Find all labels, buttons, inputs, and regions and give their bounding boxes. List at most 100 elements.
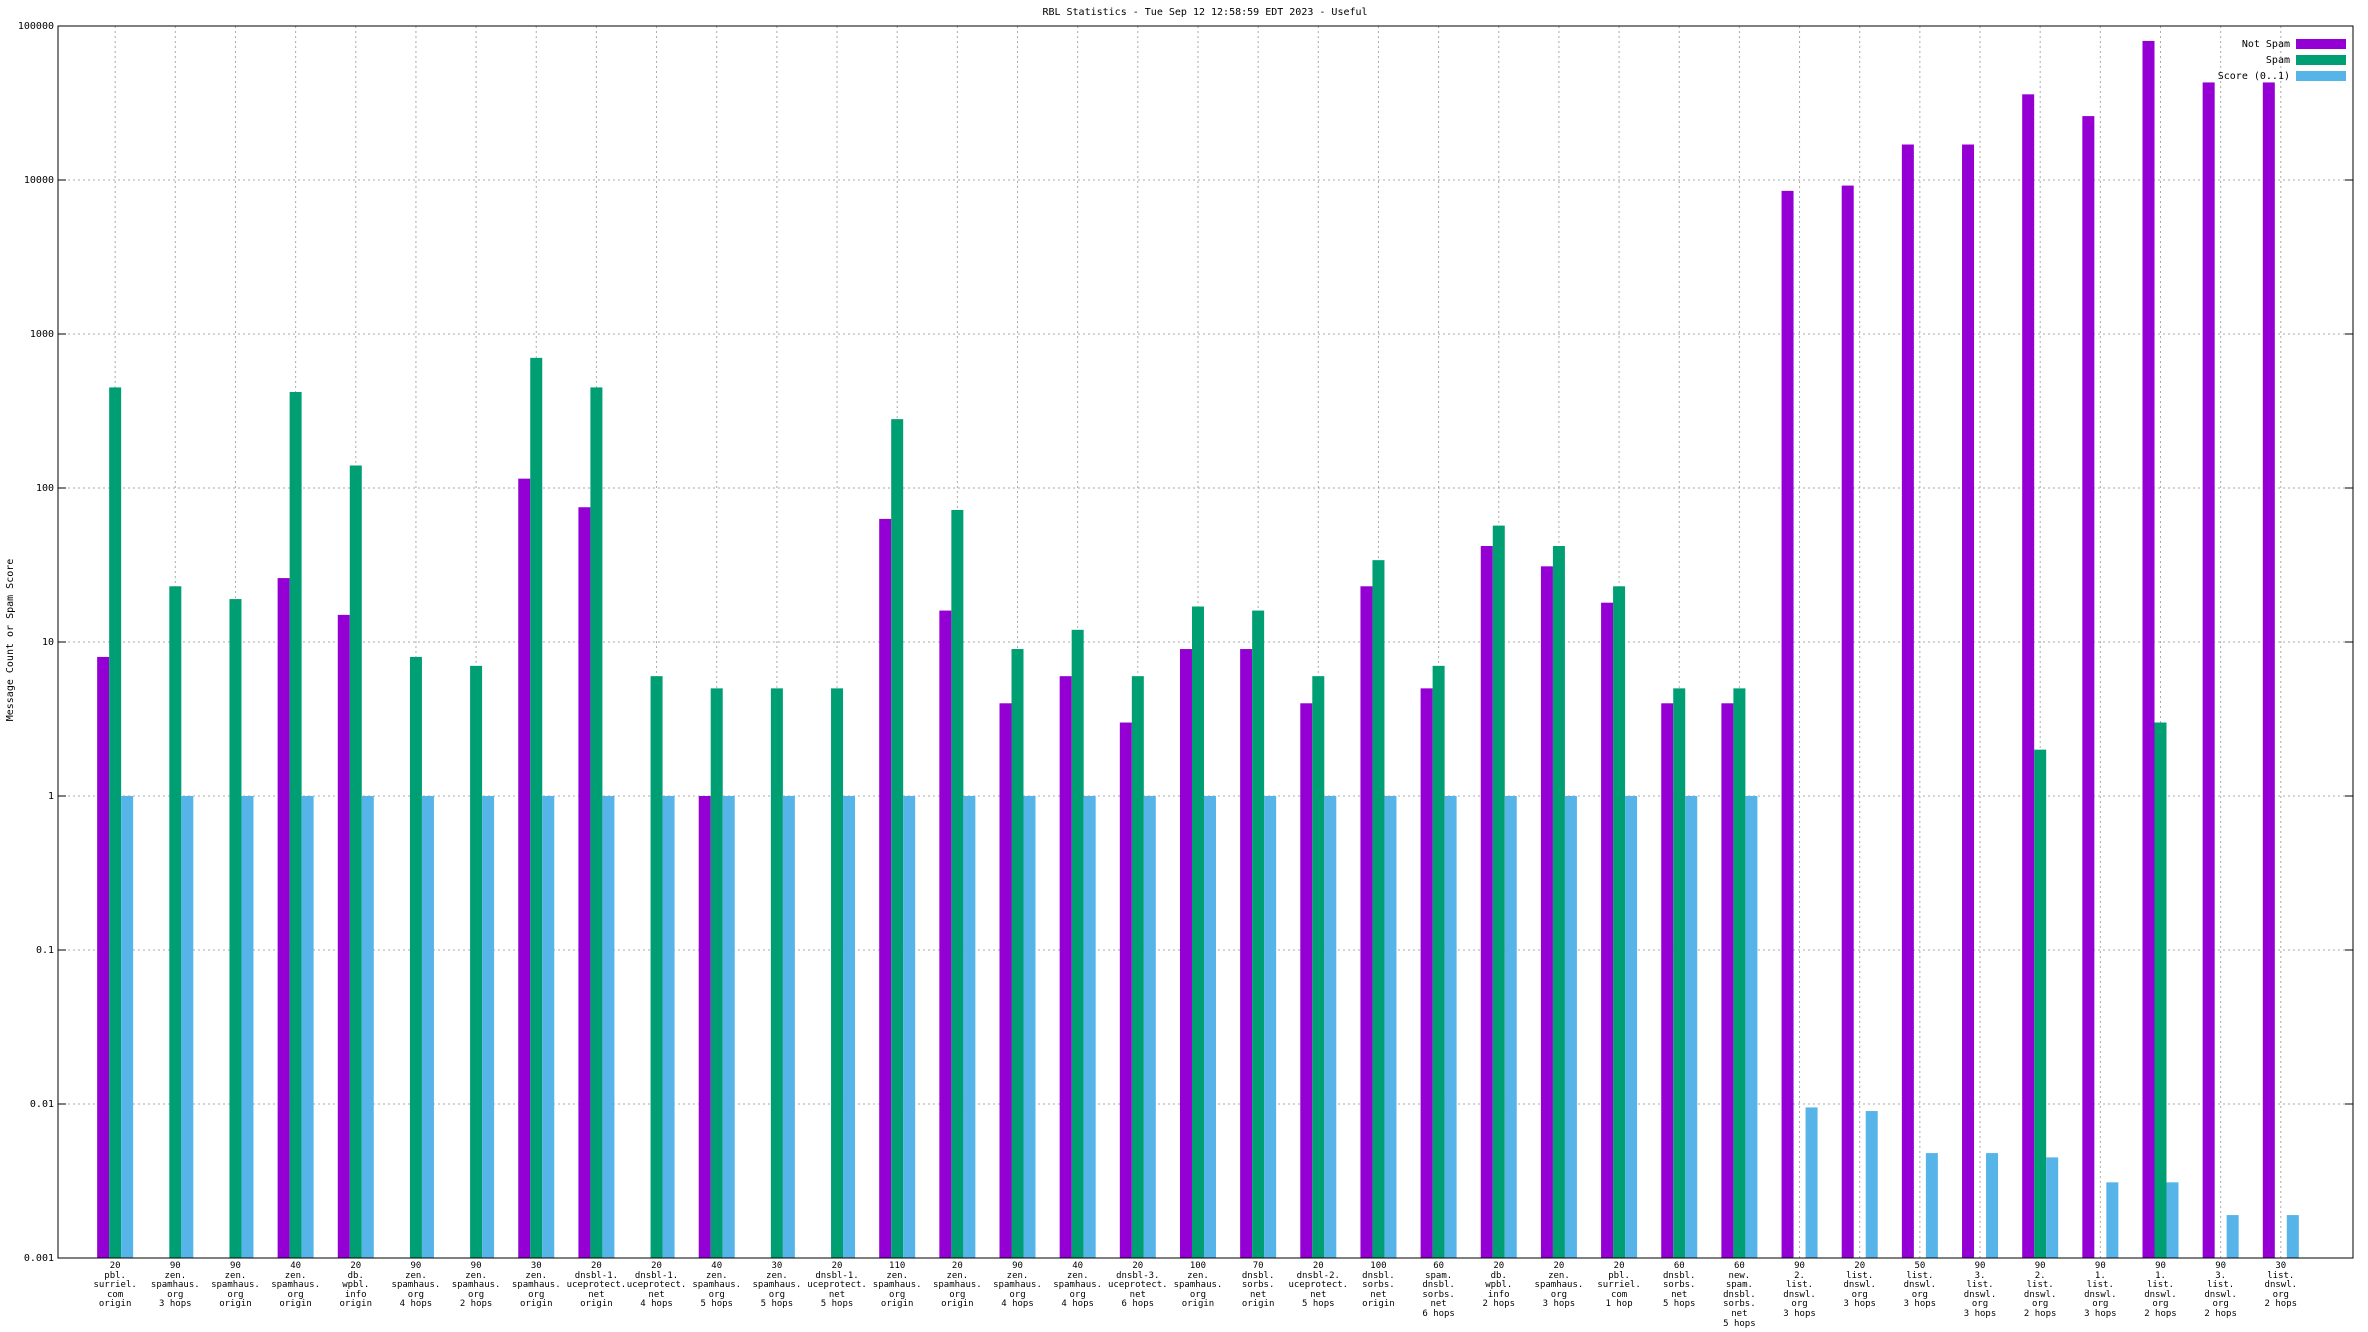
bar	[301, 796, 314, 1258]
bar	[482, 796, 495, 1258]
x-tick-label: 110 zen. spamhaus. org origin	[872, 1261, 922, 1310]
bar	[2142, 40, 2155, 1258]
bar	[963, 796, 976, 1258]
x-tick-label: 90 zen. spamhaus. org 2 hops	[451, 1261, 501, 1310]
bar	[1925, 1153, 1938, 1258]
bar	[1721, 703, 1734, 1258]
y-tick-label: 100000	[18, 21, 54, 32]
bar	[1564, 796, 1577, 1258]
bar	[2202, 82, 2215, 1259]
bar	[1504, 796, 1517, 1258]
bar	[2166, 1182, 2179, 1258]
bar	[1540, 566, 1553, 1258]
x-tick-label: 90 2. list. dnswl. org 2 hops	[2023, 1261, 2057, 1319]
bar	[662, 796, 675, 1258]
bar	[542, 796, 555, 1258]
y-tick-label: 0.01	[30, 1099, 54, 1110]
y-tick-label: 10000	[24, 175, 54, 186]
bar	[1444, 796, 1457, 1258]
x-tick-label: 20 db. wpbl. info 2 hops	[1482, 1261, 1516, 1310]
bar	[2286, 1215, 2299, 1258]
bar	[1901, 144, 1914, 1258]
bar	[121, 796, 134, 1258]
x-tick-label: 20 pbl. surriel. com 1 hop	[1597, 1261, 1641, 1310]
bar	[1420, 688, 1433, 1258]
x-tick-label: 90 1. list. dnswl. org 2 hops	[2144, 1261, 2177, 1319]
y-tick-label: 10	[42, 637, 54, 648]
x-tick-label: 70 dnsbl. sorbs. net origin	[1241, 1261, 1275, 1310]
bar	[518, 478, 531, 1258]
bar	[349, 465, 362, 1258]
bar	[361, 796, 374, 1258]
bar	[602, 796, 615, 1258]
bar	[2106, 1182, 2119, 1258]
x-tick-label: 90 3. list. dnswl. org 3 hops	[1963, 1261, 1997, 1319]
bar	[782, 796, 795, 1258]
bar	[2262, 82, 2275, 1259]
bar	[1023, 796, 1036, 1258]
bar	[1841, 185, 1854, 1259]
bar	[1119, 722, 1132, 1258]
bar	[650, 676, 663, 1258]
bar	[1179, 649, 1192, 1258]
bar	[1601, 602, 1614, 1258]
x-tick-label: 20 dnsbl-1. uceprotect. net 5 hops	[807, 1261, 867, 1310]
bar	[891, 419, 904, 1258]
bar	[722, 796, 735, 1258]
x-tick-label: 30 zen. spamhaus. org 5 hops	[752, 1261, 802, 1310]
bar	[1480, 546, 1493, 1258]
bar	[1986, 1153, 1999, 1258]
legend-swatch	[2296, 39, 2346, 49]
legend-label: Not Spam	[2242, 39, 2290, 50]
x-tick-label: 20 dnsbl-3. uceprotect. net 6 hops	[1108, 1261, 1168, 1310]
x-tick-label: 90 3. list. dnswl. org 2 hops	[2204, 1261, 2237, 1319]
bar	[1059, 676, 1072, 1258]
x-tick-label: 60 new. spam. dnsbl. sorbs. net 5 hops	[1723, 1261, 1756, 1329]
chart-title: RBL Statistics - Tue Sep 12 12:58:59 EDT…	[1042, 7, 1367, 18]
bar	[1071, 629, 1084, 1258]
bar	[2082, 116, 2095, 1258]
x-tick-label: 20 zen. spamhaus. org origin	[932, 1261, 982, 1310]
bar	[181, 796, 194, 1258]
bar	[590, 387, 603, 1258]
bar	[1143, 796, 1156, 1258]
bar	[97, 656, 110, 1258]
y-tick-label: 0.001	[24, 1253, 54, 1264]
x-tick-label: 90 zen. spamhaus. org 4 hops	[391, 1261, 441, 1310]
bar	[2022, 94, 2035, 1258]
legend-label: Score (0..1)	[2218, 71, 2290, 82]
bar	[1300, 703, 1313, 1258]
bar	[1312, 676, 1325, 1258]
x-tick-label: 90 zen. spamhaus. org 3 hops	[150, 1261, 200, 1310]
bar	[1781, 190, 1794, 1258]
bar	[1083, 796, 1096, 1258]
bar	[409, 656, 422, 1258]
x-tick-label: 90 2. list. dnswl. org 3 hops	[1783, 1261, 1816, 1319]
bar	[1492, 525, 1505, 1258]
bar	[1240, 649, 1253, 1258]
bar	[879, 518, 892, 1258]
bar	[169, 586, 182, 1258]
x-tick-label: 20 dnsbl-2. uceprotect. net 5 hops	[1288, 1261, 1349, 1310]
x-tick-label: 60 dnsbl. sorbs. net 5 hops	[1662, 1261, 1696, 1310]
bar	[241, 796, 254, 1258]
y-axis-label: Message Count or Spam Score	[5, 559, 16, 722]
x-tick-label: 90 1. list. dnswl. org 3 hops	[2084, 1261, 2117, 1319]
bar	[1252, 610, 1265, 1258]
bar	[277, 578, 290, 1258]
bar	[770, 688, 783, 1258]
x-tick-label: 20 dnsbl-1. uceprotect. net origin	[566, 1261, 627, 1310]
bar	[1613, 586, 1626, 1258]
y-tick-label: 100	[36, 483, 54, 494]
bar	[1625, 796, 1638, 1258]
bar	[1552, 546, 1565, 1258]
x-tick-label: 20 dnsbl-1. uceprotect. net 4 hops	[626, 1261, 687, 1310]
x-tick-label: 20 list. dnswl. org 3 hops	[1843, 1261, 1876, 1310]
bar	[939, 610, 952, 1258]
x-tick-label: 40 zen. spamhaus. org origin	[271, 1261, 320, 1310]
legend-swatch	[2296, 55, 2346, 65]
y-tick-label: 0.1	[36, 945, 54, 956]
bar	[1203, 796, 1216, 1258]
y-tick-label: 1000	[30, 329, 54, 340]
